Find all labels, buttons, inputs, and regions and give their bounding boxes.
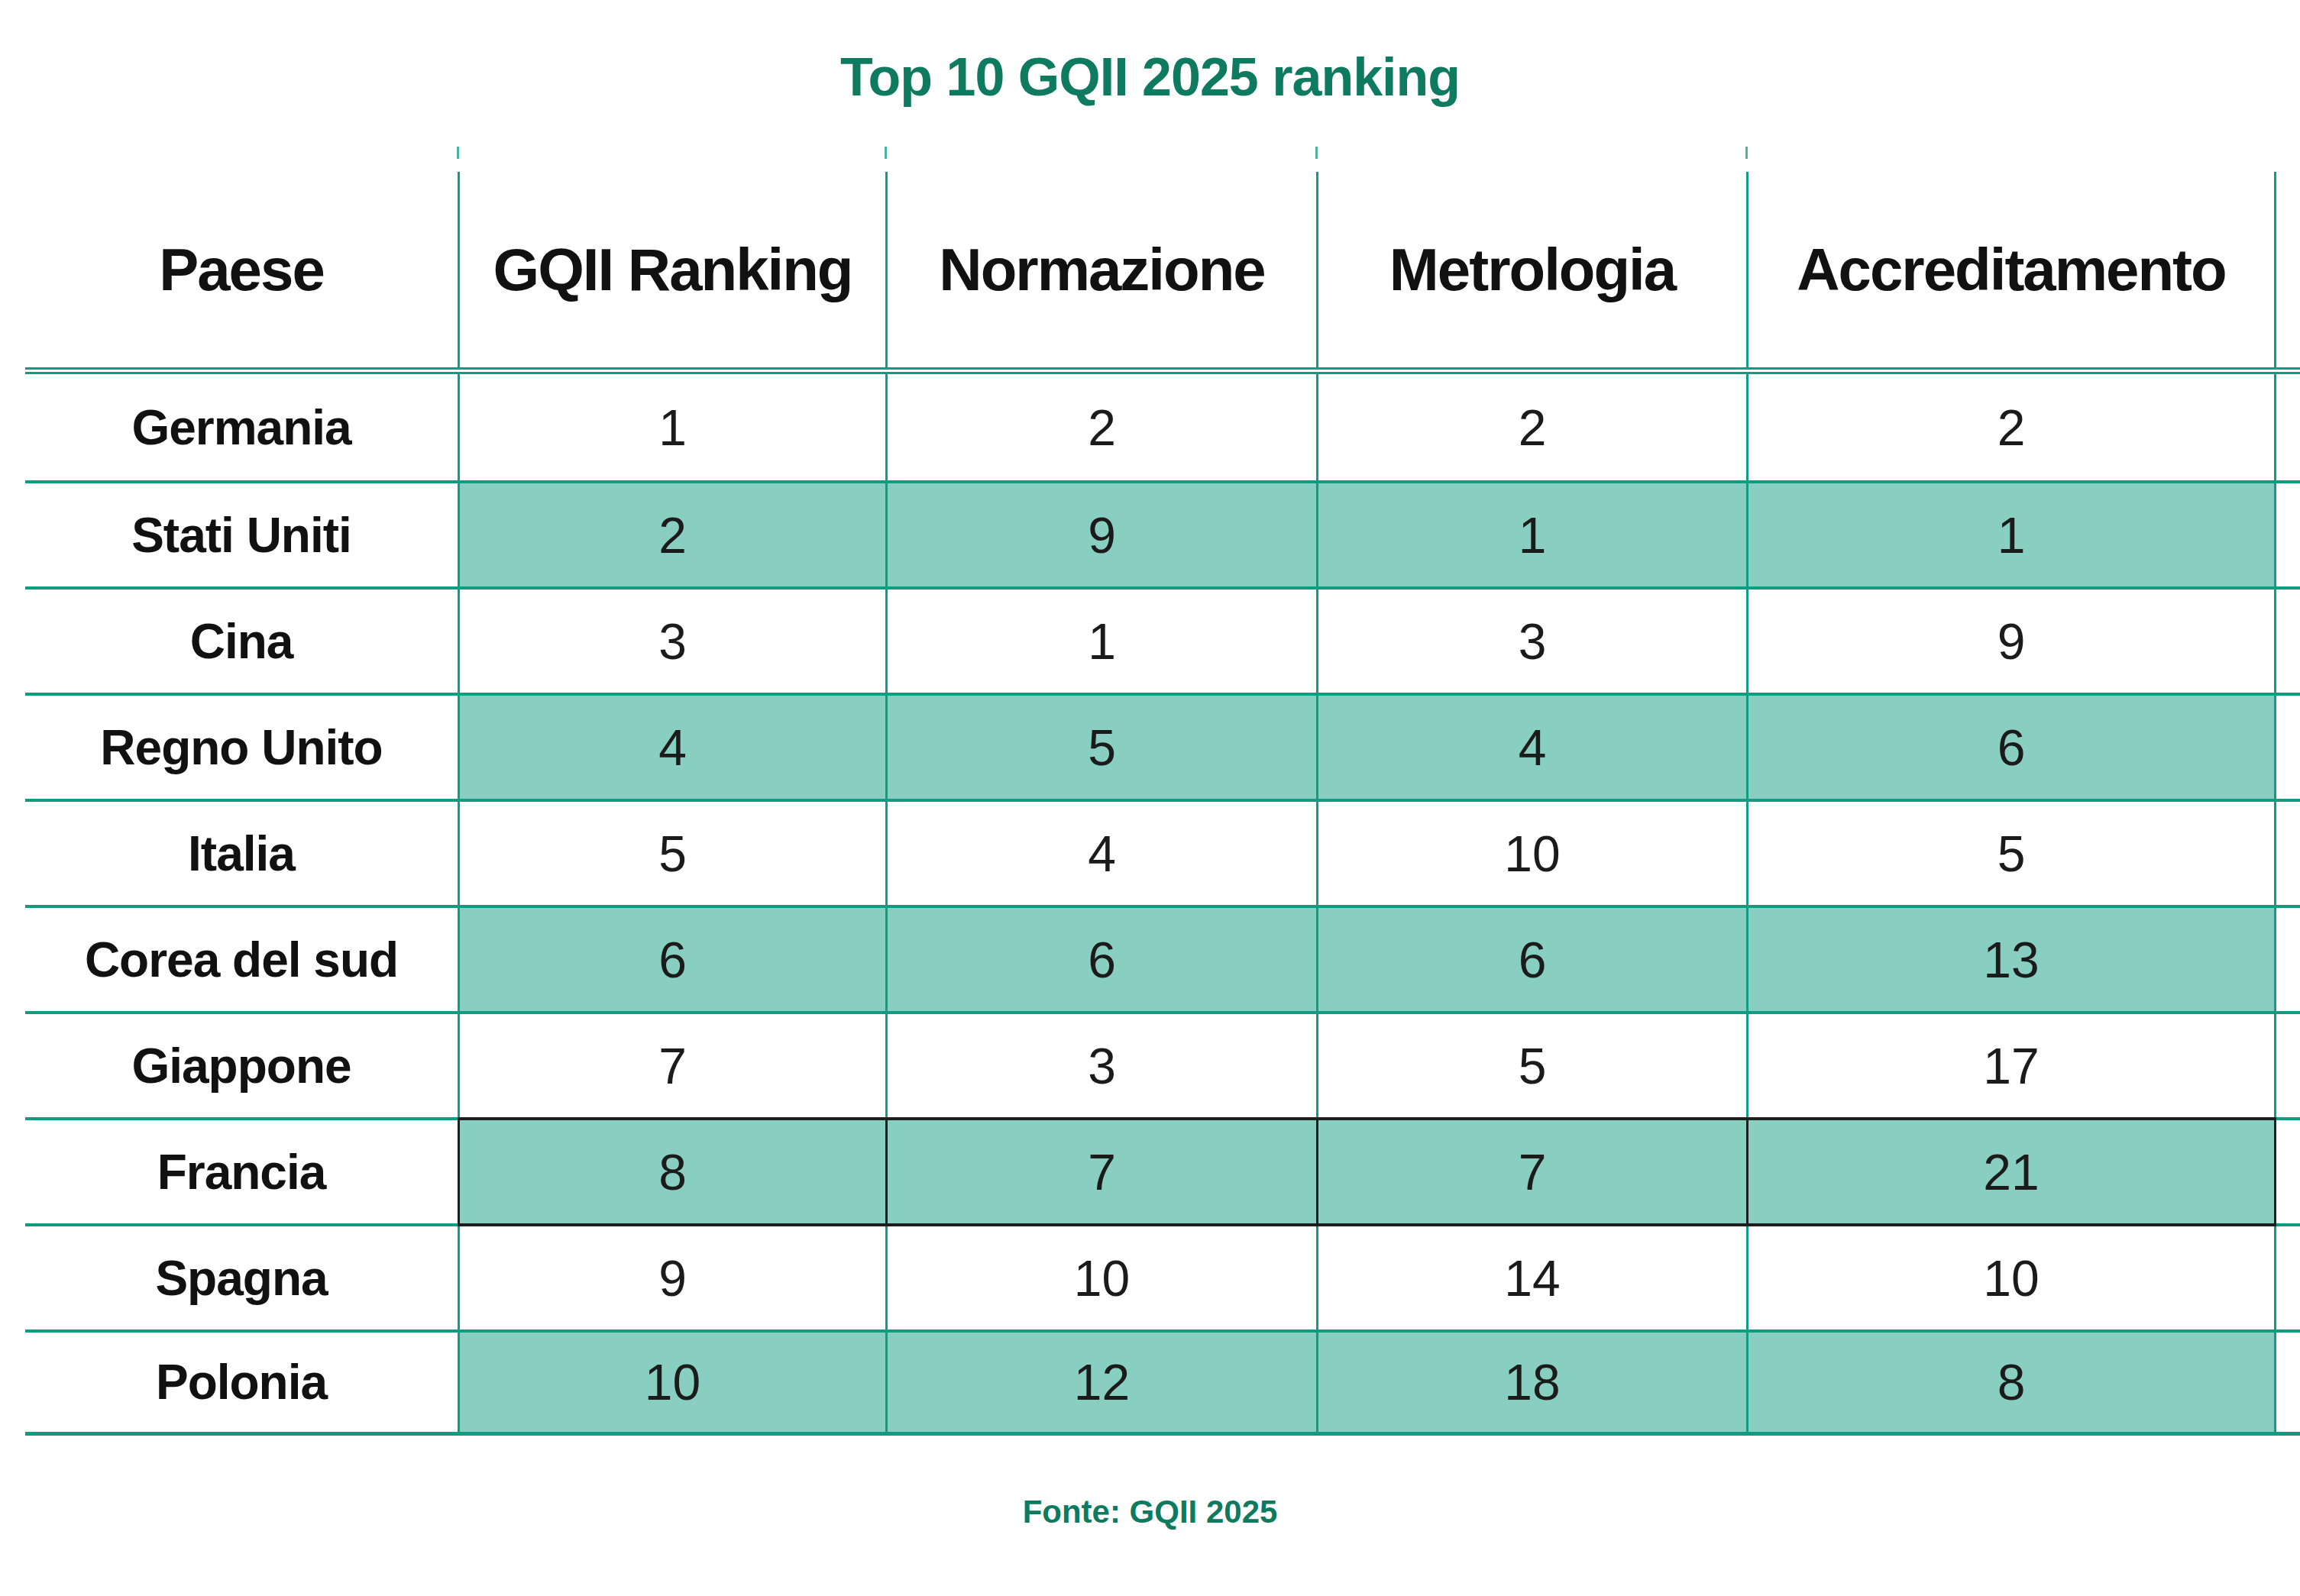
value-cell: 6 <box>1746 696 2276 799</box>
column-header-normazione: Normazione <box>885 172 1316 367</box>
country-cell: Germania <box>25 374 458 480</box>
value-cell: 2 <box>1746 374 2276 480</box>
value-cell: 18 <box>1316 1333 1746 1432</box>
value-cell: 17 <box>1746 1014 2276 1117</box>
country-cell: Italia <box>25 802 458 905</box>
column-header-gqii-ranking: GQII Ranking <box>458 172 885 367</box>
country-cell: Giappone <box>25 1014 458 1117</box>
gridline-tick <box>885 147 887 159</box>
dark-border-top <box>458 1117 2276 1120</box>
value-cell: 4 <box>458 696 885 799</box>
value-cell: 3 <box>885 1014 1316 1117</box>
country-cell: Francia <box>25 1120 458 1223</box>
table-row-germania: Germania 1 2 2 2 <box>25 374 2300 480</box>
value-cell: 3 <box>458 590 885 693</box>
country-cell: Regno Unito <box>25 696 458 799</box>
value-cell: 10 <box>458 1333 885 1432</box>
chart-title: Top 10 GQII 2025 ranking <box>0 47 2300 107</box>
column-header-paese: Paese <box>25 172 458 367</box>
value-cell: 1 <box>458 374 885 480</box>
gridline-tick <box>457 147 459 159</box>
value-cell: 2 <box>1316 374 1746 480</box>
ranking-table: Paese GQII Ranking Normazione Metrologia… <box>25 172 2300 1436</box>
value-cell: 6 <box>1316 908 1746 1011</box>
value-cell: 1 <box>1316 483 1746 586</box>
value-cell: 2 <box>458 483 885 586</box>
value-cell: 4 <box>1316 696 1746 799</box>
table-row-italia: Italia 5 4 10 5 <box>25 799 2300 905</box>
gridline-tick <box>1745 147 1748 159</box>
value-cell: 4 <box>885 802 1316 905</box>
value-cell: 7 <box>885 1120 1316 1223</box>
table-row-giappone: Giappone 7 3 5 17 <box>25 1011 2300 1117</box>
value-cell: 12 <box>885 1333 1316 1432</box>
value-cell: 7 <box>458 1014 885 1117</box>
country-cell: Corea del sud <box>25 908 458 1011</box>
value-cell: 5 <box>458 802 885 905</box>
value-cell: 9 <box>458 1226 885 1329</box>
column-header-accreditamento: Accreditamento <box>1746 172 2276 367</box>
value-cell: 5 <box>885 696 1316 799</box>
value-cell: 3 <box>1316 590 1746 693</box>
value-cell: 6 <box>885 908 1316 1011</box>
country-cell: Stati Uniti <box>25 483 458 586</box>
gridline-tick <box>1315 147 1318 159</box>
table-row-stati-uniti: Stati Uniti 2 9 1 1 <box>25 480 2300 586</box>
value-cell: 8 <box>1746 1333 2276 1432</box>
dark-border-bottom <box>458 1223 2276 1226</box>
country-cell: Cina <box>25 590 458 693</box>
value-cell: 6 <box>458 908 885 1011</box>
value-cell: 1 <box>1746 483 2276 586</box>
table-row-corea-del-sud: Corea del sud 6 6 6 13 <box>25 905 2300 1011</box>
value-cell: 9 <box>1746 590 2276 693</box>
country-cell: Spagna <box>25 1226 458 1329</box>
gqii-ranking-infographic: Top 10 GQII 2025 ranking Paese GQII Rank… <box>0 0 2300 1596</box>
value-cell: 10 <box>1316 802 1746 905</box>
table-header-row: Paese GQII Ranking Normazione Metrologia… <box>25 172 2300 374</box>
value-cell: 21 <box>1746 1120 2276 1223</box>
value-cell: 8 <box>458 1120 885 1223</box>
value-cell: 10 <box>885 1226 1316 1329</box>
value-cell: 9 <box>885 483 1316 586</box>
table-row-polonia: Polonia 10 12 18 8 <box>25 1329 2300 1436</box>
value-cell: 7 <box>1316 1120 1746 1223</box>
table-row-cina: Cina 3 1 3 9 <box>25 586 2300 693</box>
value-cell: 10 <box>1746 1226 2276 1329</box>
country-cell: Polonia <box>25 1333 458 1432</box>
value-cell: 5 <box>1316 1014 1746 1117</box>
source-note: Fonte: GQII 2025 <box>0 1494 2300 1530</box>
value-cell: 5 <box>1746 802 2276 905</box>
value-cell: 14 <box>1316 1226 1746 1329</box>
table-row-regno-unito: Regno Unito 4 5 4 6 <box>25 693 2300 799</box>
value-cell: 2 <box>885 374 1316 480</box>
value-cell: 1 <box>885 590 1316 693</box>
value-cell: 13 <box>1746 908 2276 1011</box>
table-row-francia: Francia 8 7 7 21 <box>25 1117 2300 1223</box>
column-header-metrologia: Metrologia <box>1316 172 1746 367</box>
table-row-spagna: Spagna 9 10 14 10 <box>25 1223 2300 1329</box>
